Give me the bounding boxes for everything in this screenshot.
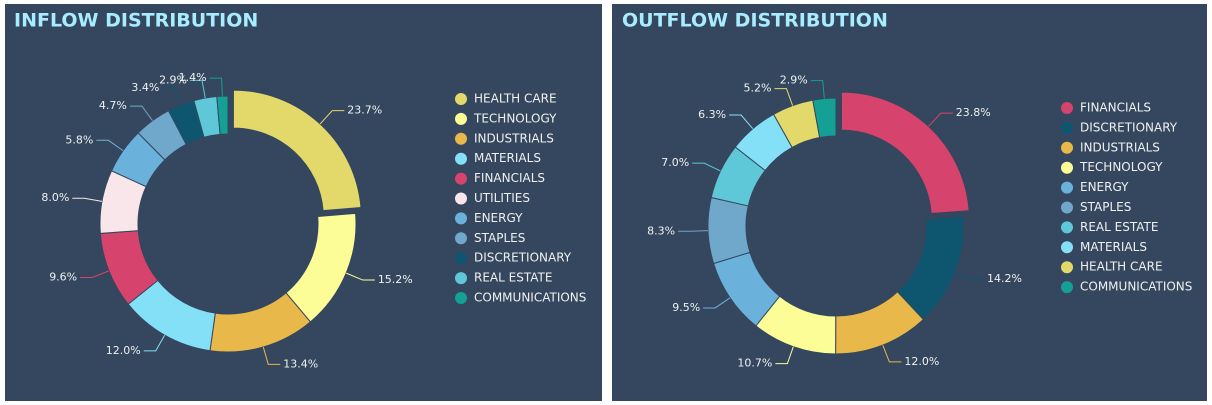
value-label: 5.2% bbox=[744, 82, 772, 95]
legend-marker bbox=[455, 112, 467, 125]
slice bbox=[812, 97, 837, 139]
legend-marker bbox=[455, 93, 467, 105]
value-label: 3.4% bbox=[131, 81, 159, 94]
value-label: 8.3% bbox=[647, 224, 675, 237]
legend-label: REAL ESTATE bbox=[1080, 220, 1158, 234]
legend-label: INDUSTRIALS bbox=[1080, 140, 1160, 154]
legend-marker bbox=[1061, 281, 1073, 294]
value-label: 6.3% bbox=[698, 108, 726, 121]
leader-line bbox=[729, 114, 754, 130]
legend-label: FINANCIALS bbox=[1080, 101, 1151, 115]
value-label: 2.9% bbox=[780, 74, 808, 87]
slice bbox=[840, 91, 970, 215]
value-label: 23.8% bbox=[956, 106, 991, 119]
legend-marker bbox=[455, 252, 467, 265]
legend-marker bbox=[1061, 141, 1073, 154]
leader-line bbox=[162, 87, 182, 106]
legend-label: DISCRETIONARY bbox=[474, 251, 572, 265]
legend-marker bbox=[1061, 121, 1073, 134]
legend-marker bbox=[455, 152, 467, 165]
legend-label: HEALTH CARE bbox=[474, 92, 557, 106]
legend-label: UTILITIES bbox=[474, 191, 530, 205]
legend-label: ENERGY bbox=[1080, 180, 1129, 194]
legend-label: INDUSTRIALS bbox=[474, 131, 554, 145]
legend-label: HEALTH CARE bbox=[1080, 260, 1163, 274]
leader-line bbox=[678, 230, 709, 232]
leader-line bbox=[262, 346, 281, 365]
legend-marker bbox=[455, 192, 467, 205]
value-label: 2.9% bbox=[159, 73, 187, 86]
leader-line bbox=[774, 88, 794, 106]
legend-marker bbox=[1061, 221, 1073, 234]
leader-line bbox=[882, 344, 902, 363]
leader-line bbox=[775, 346, 794, 365]
leader-line bbox=[692, 162, 721, 172]
value-label: 13.4% bbox=[283, 357, 318, 370]
value-label: 12.0% bbox=[904, 355, 939, 368]
value-label: 8.0% bbox=[41, 191, 69, 204]
legend-marker bbox=[1061, 102, 1073, 114]
chart-title: INFLOW DISTRIBUTION bbox=[14, 10, 258, 32]
legend-label: REAL ESTATE bbox=[474, 271, 552, 285]
value-label: 5.8% bbox=[65, 133, 93, 146]
legend-marker bbox=[455, 292, 467, 304]
value-label: 1.4% bbox=[179, 71, 207, 84]
legend-marker bbox=[455, 132, 467, 145]
legend-marker bbox=[455, 232, 467, 245]
legend-label: DISCRETIONARY bbox=[1080, 120, 1178, 134]
leader-line bbox=[129, 105, 153, 121]
legend-label: STAPLES bbox=[474, 231, 525, 245]
legend-label: STAPLES bbox=[1080, 200, 1131, 214]
value-label: 10.7% bbox=[737, 357, 772, 370]
leader-line bbox=[319, 110, 345, 125]
leader-line bbox=[209, 77, 223, 97]
legend-marker bbox=[1061, 261, 1073, 274]
value-label: 23.7% bbox=[347, 104, 382, 117]
leader-line bbox=[928, 112, 953, 127]
legend-label: MATERIALS bbox=[1080, 240, 1147, 254]
legend-marker bbox=[455, 172, 467, 185]
legend-marker bbox=[1061, 241, 1073, 254]
legend-marker bbox=[1061, 161, 1073, 174]
legend-label: ENERGY bbox=[474, 211, 523, 225]
value-label: 9.6% bbox=[49, 270, 77, 283]
legend-marker bbox=[455, 212, 467, 225]
value-label: 4.7% bbox=[99, 99, 127, 112]
leader-line bbox=[346, 272, 375, 281]
value-label: 12.0% bbox=[106, 344, 141, 357]
slice bbox=[232, 89, 362, 212]
legend-label: FINANCIALS bbox=[474, 171, 545, 185]
leader-line bbox=[143, 334, 166, 352]
leader-line bbox=[810, 80, 825, 99]
chart-title: OUTFLOW DISTRIBUTION bbox=[622, 10, 888, 32]
leader-line bbox=[72, 197, 103, 202]
leader-line bbox=[96, 139, 124, 152]
legend-marker bbox=[1061, 181, 1073, 194]
value-label: 9.5% bbox=[672, 301, 700, 314]
value-label: 7.0% bbox=[661, 156, 689, 169]
legend-marker bbox=[1061, 201, 1073, 214]
leader-line bbox=[703, 297, 731, 309]
legend-label: COMMUNICATIONS bbox=[474, 291, 586, 305]
legend-label: COMMUNICATIONS bbox=[1080, 280, 1192, 294]
leader-line bbox=[955, 272, 984, 280]
leader-line bbox=[190, 79, 206, 99]
legend-marker bbox=[455, 272, 467, 285]
legend-label: TECHNOLOGY bbox=[473, 111, 557, 125]
leader-line bbox=[80, 270, 110, 278]
legend-label: MATERIALS bbox=[474, 151, 541, 165]
value-label: 14.2% bbox=[987, 272, 1022, 285]
value-label: 15.2% bbox=[378, 273, 413, 286]
slice bbox=[707, 196, 751, 265]
legend-label: TECHNOLOGY bbox=[1079, 160, 1163, 174]
slice bbox=[216, 95, 229, 135]
